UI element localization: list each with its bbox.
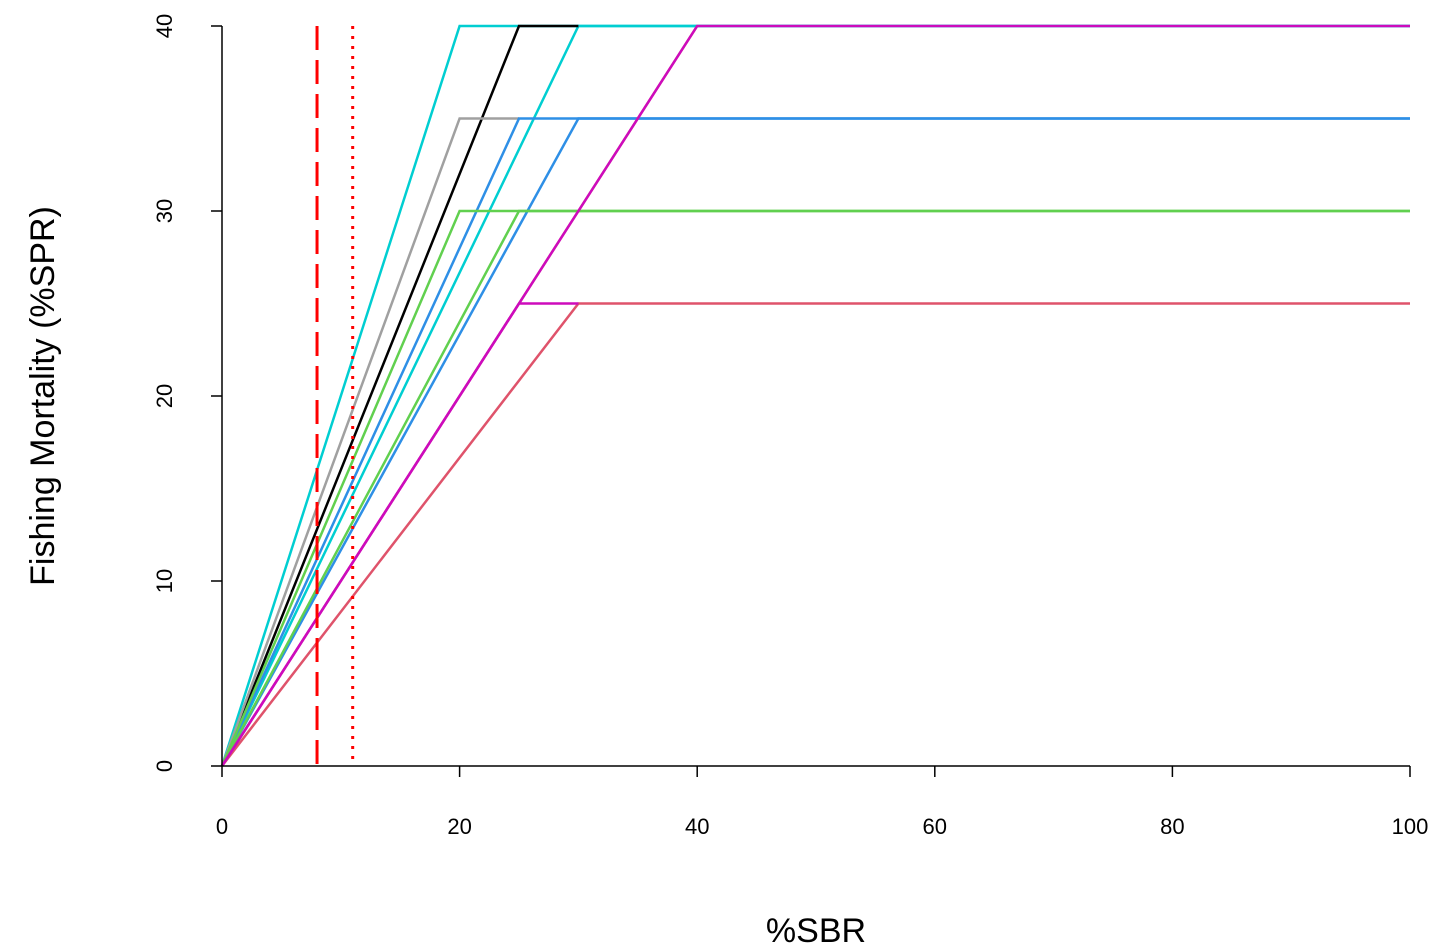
series-line-3 [220, 24, 579, 767]
y-axis-ticks: 0 10 20 30 40 [152, 14, 222, 772]
x-tick-label: 80 [1160, 814, 1184, 839]
x-tick-label: 20 [447, 814, 471, 839]
x-tick-label: 0 [216, 814, 228, 839]
y-tick-label: 40 [152, 14, 177, 38]
x-axis-title: %SBR [766, 912, 866, 948]
reference-lines [315, 26, 355, 766]
x-axis-ticks: 0 20 40 60 80 100 [216, 766, 1428, 839]
series-line-12 [220, 24, 1410, 767]
series-layer [220, 24, 1410, 767]
y-tick-label: 10 [152, 569, 177, 593]
series-line-2 [220, 24, 1410, 767]
y-tick-label: 20 [152, 384, 177, 408]
y-tick-label: 30 [152, 199, 177, 223]
x-tick-label: 60 [923, 814, 947, 839]
y-tick-label: 0 [152, 760, 177, 772]
x-tick-label: 40 [685, 814, 709, 839]
series-line-6 [220, 117, 1410, 767]
x-tick-label: 100 [1392, 814, 1429, 839]
series-line-8 [220, 209, 1410, 767]
y-axis-title: Fishing Mortality (%SPR) [24, 206, 62, 586]
series-line-4 [220, 117, 519, 767]
series-line-9 [221, 302, 1410, 767]
